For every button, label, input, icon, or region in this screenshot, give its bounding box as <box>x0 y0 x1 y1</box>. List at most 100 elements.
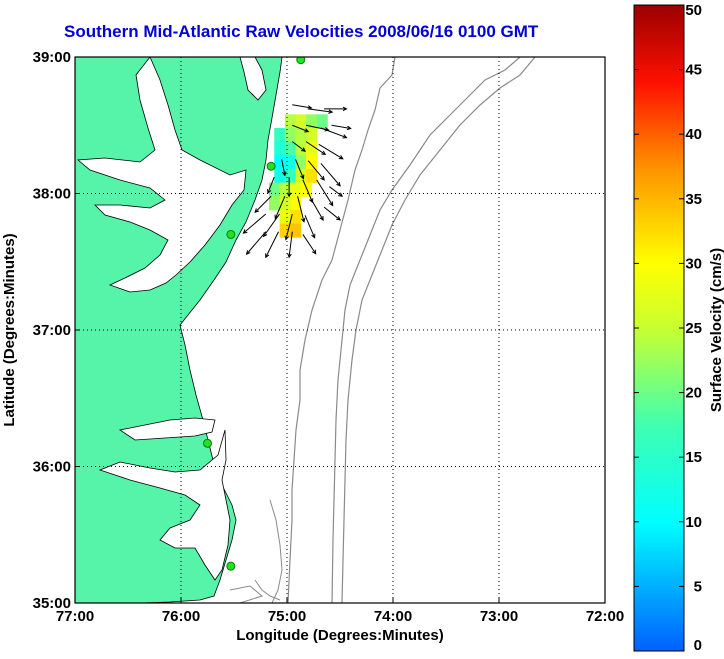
velocity-cell <box>279 223 291 238</box>
velocity-cell <box>306 168 318 184</box>
x-tick-labels: 77:00 76:00 75:00 74:00 73:00 72:00 <box>56 598 624 625</box>
velocity-arrow <box>292 124 310 133</box>
velocity-cell <box>295 155 307 170</box>
colorbar-tick-label: 20 <box>685 385 702 402</box>
colorbar-tick-label: 25 <box>685 320 702 337</box>
x-tick-label: 76:00 <box>162 608 200 625</box>
velocity-arrow <box>316 179 334 207</box>
bathymetry-contour <box>269 499 283 603</box>
colorbar-tick-label: 30 <box>685 255 702 272</box>
velocity-arrow <box>287 231 293 259</box>
velocity-arrow <box>331 124 352 131</box>
y-tick-label: 37:00 <box>33 322 71 339</box>
velocity-arrow <box>305 141 327 156</box>
velocity-arrow <box>291 141 306 152</box>
velocity-cell <box>300 182 312 197</box>
velocity-cell <box>284 155 296 170</box>
pamlico-sound <box>98 429 231 581</box>
velocity-cell <box>295 127 307 143</box>
bathymetry-contour <box>254 579 281 601</box>
colorbar-tick-label: 5 <box>694 578 702 595</box>
colorbar-tick-label: 10 <box>685 514 702 531</box>
velocity-cell <box>284 127 296 143</box>
station-marker <box>203 438 212 448</box>
velocity-arrow <box>304 215 316 239</box>
velocity-cell <box>284 168 296 184</box>
grid-lines <box>75 57 605 603</box>
velocity-arrow <box>297 196 306 223</box>
colorbar-tick-label: 40 <box>685 126 702 143</box>
station-marker <box>226 229 236 239</box>
colorbar <box>633 4 685 652</box>
station-marker <box>266 161 276 171</box>
velocity-cell <box>295 114 307 129</box>
velocity-cell <box>290 223 302 238</box>
velocity-arrow <box>265 231 279 259</box>
velocity-cell <box>284 114 296 129</box>
velocity-arrow <box>284 213 293 241</box>
velocity-arrow <box>245 231 267 255</box>
velocity-cell <box>279 209 291 225</box>
colorbar-tick-label: 50 <box>685 2 702 19</box>
y-tick-labels: 39:00 38:00 37:00 36:00 35:00 <box>33 49 80 612</box>
y-tick-label: 36:00 <box>33 459 71 476</box>
colorbar-tick-label: 0 <box>694 637 702 654</box>
velocity-arrow <box>323 206 341 221</box>
albemarle-sound <box>118 417 216 441</box>
velocity-cell <box>290 182 302 197</box>
velocity-vectors <box>242 104 352 259</box>
velocity-arrow <box>320 163 341 187</box>
velocity-arrow <box>320 127 348 139</box>
velocity-cell <box>268 182 281 197</box>
x-tick-label: 77:00 <box>56 608 94 625</box>
y-tick-label: 39:00 <box>33 49 71 66</box>
bathymetry-contour <box>287 57 396 603</box>
velocity-arrow <box>254 195 272 214</box>
y-tick-label: 38:00 <box>33 186 71 203</box>
velocity-arrow <box>309 197 324 221</box>
velocity-arrow <box>318 143 344 160</box>
y-axis-label: Latitude (Degrees:Minutes) <box>1 233 18 426</box>
velocity-cell <box>279 196 291 211</box>
velocity-cell <box>274 127 286 143</box>
velocity-arrow <box>329 186 344 197</box>
velocity-cell <box>316 114 328 129</box>
colorbar-tick-label: 15 <box>685 449 702 466</box>
velocity-arrow <box>302 234 317 255</box>
station-marker <box>296 57 306 65</box>
radar-stations <box>203 57 306 571</box>
velocity-arrow <box>324 106 348 112</box>
velocity-cell <box>306 127 318 143</box>
chesapeake-bay <box>76 57 247 293</box>
chart-title: Southern Mid-Atlantic Raw Velocities 200… <box>64 22 539 41</box>
velocity-arrow <box>308 108 334 114</box>
x-tick-label: 73:00 <box>480 608 518 625</box>
x-tick-label: 72:00 <box>586 608 624 625</box>
velocity-cell <box>284 141 296 156</box>
bathymetry-contour <box>341 57 536 603</box>
y-tick-label: 35:00 <box>33 595 71 612</box>
velocity-cell <box>268 196 281 211</box>
delaware-bay <box>239 57 267 101</box>
velocity-cell <box>274 155 286 170</box>
velocity-cell <box>279 182 291 197</box>
colorbar-tick-label: 45 <box>685 62 702 79</box>
velocity-arrow <box>242 213 267 234</box>
velocity-arrow <box>295 159 305 180</box>
velocity-cell <box>290 209 302 225</box>
colorbar-tick-label: 35 <box>685 191 702 208</box>
x-axis-label: Longitude (Degrees:Minutes) <box>236 627 444 644</box>
bathymetry-contour <box>229 585 264 603</box>
bathymetry-contour <box>331 57 521 603</box>
velocity-cell <box>290 196 302 211</box>
velocity-cell <box>274 141 286 156</box>
colorbar-label: Surface Velocity (cm/s) <box>708 248 724 412</box>
velocity-cell <box>306 141 318 156</box>
velocity-cell <box>306 155 318 170</box>
velocity-cell <box>274 168 286 184</box>
velocity-cell <box>306 114 318 129</box>
x-tick-label: 75:00 <box>268 608 306 625</box>
velocity-arrow <box>281 159 287 177</box>
